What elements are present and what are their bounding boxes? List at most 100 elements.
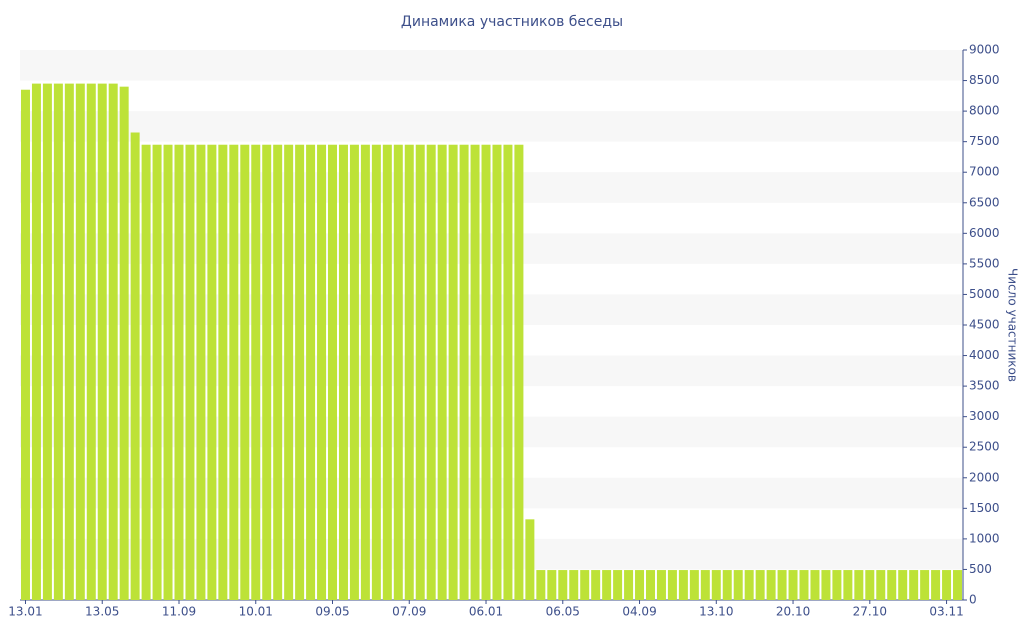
x-tick-label: 04.09 (622, 605, 656, 619)
bar (196, 144, 206, 600)
bar (393, 144, 403, 600)
x-tick-label: 09.05 (315, 605, 349, 619)
x-tick-label: 13.01 (8, 605, 42, 619)
bar (635, 570, 645, 600)
bar (273, 144, 283, 600)
bar (42, 83, 52, 601)
bar (185, 144, 195, 600)
bar (174, 144, 184, 600)
bar (602, 570, 612, 600)
bar (613, 570, 623, 600)
bar (766, 570, 776, 600)
bar (777, 570, 787, 600)
grid-band (20, 50, 963, 81)
bar (130, 132, 140, 600)
x-tick-label: 07.09 (392, 605, 426, 619)
bar (306, 144, 316, 600)
chart-title: Динамика участников беседы (401, 14, 623, 30)
bar (953, 570, 963, 600)
bar (404, 144, 414, 600)
y-tick-label: 1000 (969, 531, 1000, 545)
bar (591, 570, 601, 600)
bar (284, 144, 294, 600)
grid-band (20, 111, 963, 142)
bar (119, 86, 129, 600)
x-tick-label: 13.10 (699, 605, 733, 619)
bar (887, 570, 897, 600)
bar (251, 144, 261, 600)
bar (20, 89, 30, 600)
x-tick-label: 06.05 (546, 605, 580, 619)
bar (371, 144, 381, 600)
y-tick-label: 6000 (969, 226, 1000, 240)
bar (470, 144, 480, 600)
bar (624, 570, 634, 600)
bar (64, 83, 74, 601)
bar (700, 570, 710, 600)
bar (53, 83, 63, 601)
bar (722, 570, 732, 600)
x-tick-label: 13.05 (85, 605, 119, 619)
y-tick-label: 9000 (969, 43, 1000, 57)
y-tick-label: 2500 (969, 440, 1000, 454)
bar (218, 144, 228, 600)
y-tick-label: 8000 (969, 104, 1000, 118)
bar (295, 144, 305, 600)
bar (931, 570, 941, 600)
x-tick-label: 20.10 (776, 605, 810, 619)
bar (821, 570, 831, 600)
bar (667, 570, 677, 600)
y-tick-label: 2000 (969, 470, 1000, 484)
x-tick-label: 06.01 (469, 605, 503, 619)
y-tick-label: 3500 (969, 379, 1000, 393)
y-tick-label: 8500 (969, 73, 1000, 87)
bar (448, 144, 458, 600)
bar (338, 144, 348, 600)
x-tick-label: 03.11 (929, 605, 963, 619)
y-tick-label: 3000 (969, 409, 1000, 423)
y-tick-label: 4000 (969, 348, 1000, 362)
bar (97, 83, 107, 601)
bar (656, 570, 666, 600)
bar (262, 144, 272, 600)
bar (503, 144, 513, 600)
y-tick-label: 5000 (969, 287, 1000, 301)
y-axis-label: Число участников (1006, 268, 1020, 382)
bar (909, 570, 919, 600)
bar (536, 570, 546, 600)
bar (349, 144, 359, 600)
bar (942, 570, 952, 600)
bar (799, 570, 809, 600)
bar (755, 570, 765, 600)
y-tick-label: 7500 (969, 134, 1000, 148)
bar (492, 144, 502, 600)
bar (481, 144, 491, 600)
bar (645, 570, 655, 600)
bar (75, 83, 85, 601)
bar (876, 570, 886, 600)
bar (865, 570, 875, 600)
bar (678, 570, 688, 600)
bar (569, 570, 579, 600)
bar (525, 519, 535, 600)
bar (854, 570, 864, 600)
bar (843, 570, 853, 600)
bar (152, 144, 162, 600)
bar (108, 83, 118, 601)
bar (514, 144, 524, 600)
bar (733, 570, 743, 600)
y-tick-label: 500 (969, 562, 992, 576)
y-tick-label: 4500 (969, 318, 1000, 332)
y-tick-label: 0 (969, 593, 977, 607)
x-tick-label: 27.10 (853, 605, 887, 619)
x-tick-label: 11.09 (162, 605, 196, 619)
bar (437, 144, 447, 600)
bar (31, 83, 41, 601)
bar (229, 144, 239, 600)
bar (317, 144, 327, 600)
bar (86, 83, 96, 601)
bar (163, 144, 173, 600)
bar (810, 570, 820, 600)
bar (580, 570, 590, 600)
